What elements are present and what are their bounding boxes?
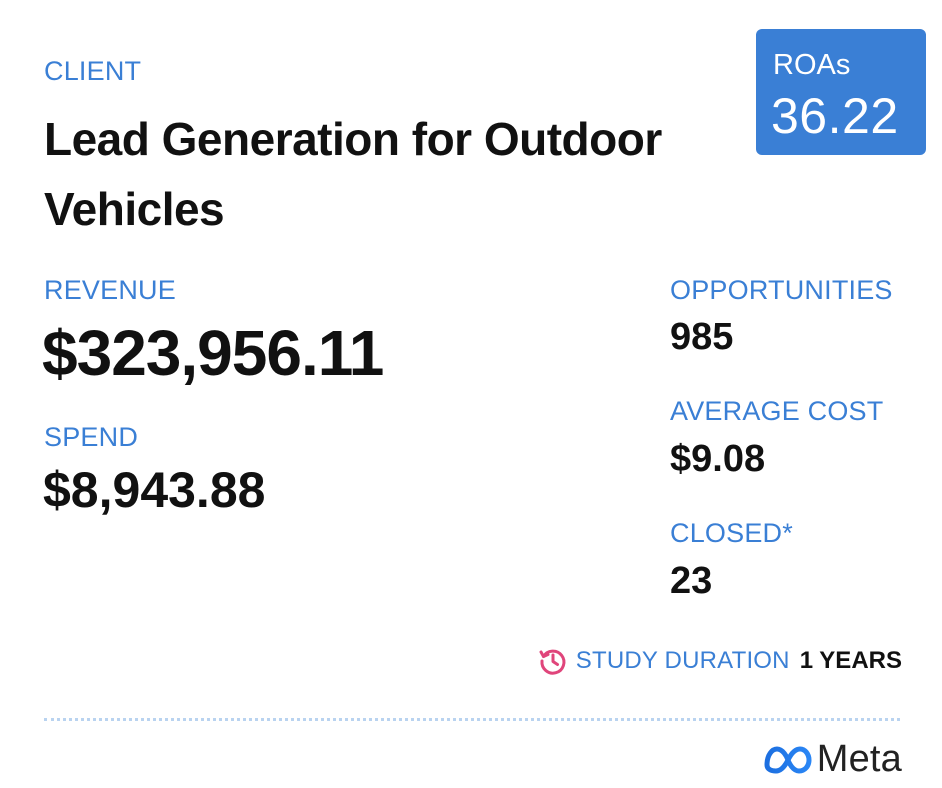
divider — [44, 718, 900, 721]
history-icon — [538, 646, 568, 676]
client-label: CLIENT — [44, 56, 142, 86]
meta-wordmark: Meta — [816, 738, 902, 780]
spend-value: $8,943.88 — [43, 462, 266, 518]
opportunities-label: OPPORTUNITIES — [670, 275, 893, 305]
average-cost-value: $9.08 — [670, 438, 766, 480]
meta-infinity-icon — [763, 745, 813, 775]
roas-value: 36.22 — [771, 88, 899, 144]
spend-label: SPEND — [44, 422, 139, 452]
closed-value: 23 — [670, 560, 713, 602]
average-cost-label: AVERAGE COST — [670, 396, 884, 426]
study-duration-value: 1 YEARS — [799, 647, 902, 674]
revenue-label: REVENUE — [44, 275, 176, 305]
meta-logo: Meta — [763, 738, 902, 781]
client-title: Lead Generation for Outdoor Vehicles — [44, 113, 662, 235]
opportunities-value: 985 — [670, 316, 734, 358]
closed-label: CLOSED* — [670, 518, 793, 548]
roas-badge: ROAs 36.22 — [756, 29, 926, 155]
roas-label: ROAs — [773, 49, 851, 81]
study-duration: STUDY DURATION 1 YEARS — [538, 646, 902, 676]
study-duration-label: STUDY DURATION — [575, 647, 790, 674]
revenue-value: $323,956.11 — [42, 317, 384, 389]
